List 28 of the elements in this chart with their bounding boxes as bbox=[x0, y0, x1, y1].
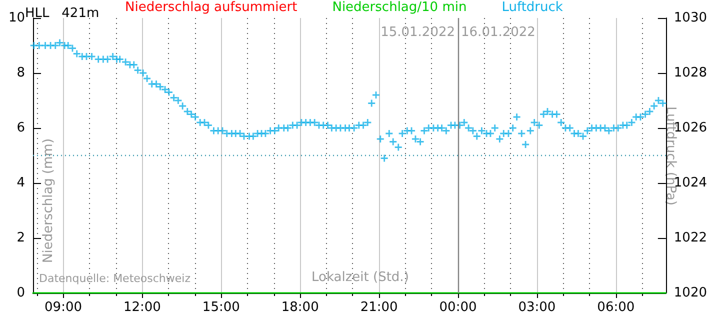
annotation: 16.01.2022 bbox=[461, 25, 536, 40]
chart-title: HLL 421m bbox=[25, 6, 100, 21]
legend-label: Niederschlag aufsummiert bbox=[125, 0, 298, 15]
text: Luftdruck bbox=[502, 0, 564, 15]
x-tick-label: 09:00 bbox=[44, 300, 82, 315]
x-tick-label: 18:00 bbox=[281, 300, 319, 315]
y2-tick-label: 1028 bbox=[674, 66, 708, 80]
x-tick-label: 15:00 bbox=[202, 300, 240, 315]
y-tick-label: 4 bbox=[16, 176, 25, 190]
y-tick-label: 0 bbox=[16, 286, 25, 300]
x-tick-label: 21:00 bbox=[360, 300, 398, 315]
x-tick-label: 00:00 bbox=[439, 300, 477, 315]
y2-tick-label: 1026 bbox=[674, 120, 708, 136]
x-axis-title: Lokalzeit (Std.) bbox=[312, 270, 409, 285]
y-tick-label: 8 bbox=[16, 66, 25, 80]
y2-tick-label: 1022 bbox=[674, 230, 708, 246]
annotation: Datenquelle: Meteoschweiz bbox=[39, 272, 191, 285]
y-tick-label: 10 bbox=[8, 10, 25, 26]
text: Niederschlag/10 min bbox=[332, 0, 467, 15]
annotation: 15.01.2022 bbox=[380, 25, 456, 40]
y-tick-label: 2 bbox=[16, 230, 25, 246]
y-tick-label: 6 bbox=[16, 120, 25, 136]
y-axis-title: Niederschlag (mm) bbox=[41, 138, 56, 263]
x-tick-label: 12:00 bbox=[123, 300, 161, 315]
y2-tick-label: 1020 bbox=[674, 286, 708, 300]
y2-tick-label: 1030 bbox=[674, 10, 708, 26]
x-tick-label: 03:00 bbox=[518, 300, 556, 315]
x-tick-label: 06:00 bbox=[597, 300, 635, 315]
